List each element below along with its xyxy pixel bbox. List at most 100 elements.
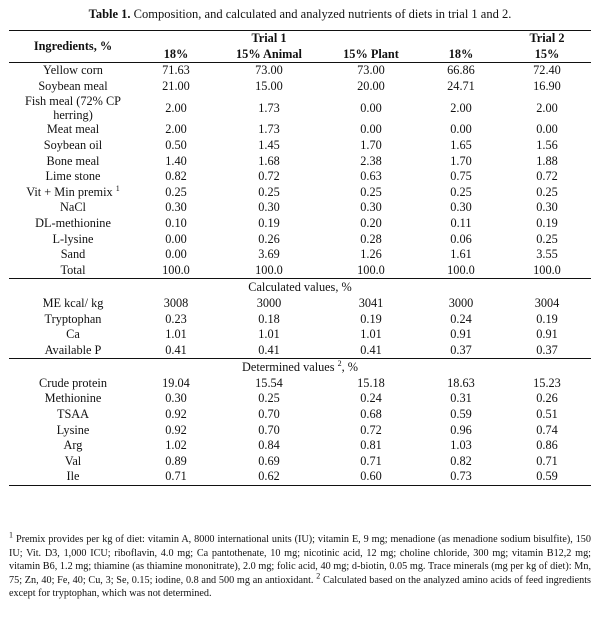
row-label: Meat meal <box>9 122 137 138</box>
section-heading: Determined values 2, % <box>9 359 591 376</box>
row-label: NaCl <box>9 200 137 216</box>
value-cell: 0.10 <box>165 215 187 230</box>
row-label: Ile <box>9 469 137 485</box>
value-cell: 72.40 <box>533 63 561 78</box>
footnote-ref: 2 <box>337 359 342 369</box>
row-label: Soybean meal <box>9 79 137 95</box>
value-cell: 0.25 <box>536 231 558 246</box>
value-cell: 0.25 <box>360 184 382 199</box>
value-cell: 100.0 <box>357 262 385 277</box>
row-label: Ca <box>9 327 137 343</box>
value-cell: 0.25 <box>258 391 280 406</box>
row-label: Lime stone <box>9 169 137 185</box>
footnotes: 1 Premix provides per kg of diet: vitami… <box>9 531 592 601</box>
row-label-text: L-lysine <box>52 231 94 246</box>
footnote-marker-2: 2 <box>316 571 321 581</box>
row-label-text: Ca <box>66 327 80 342</box>
row-label-text: Tryptophan <box>44 311 102 326</box>
value-cell: 3008 <box>163 295 189 310</box>
value-cell: 0.91 <box>536 327 558 342</box>
value-cell: 0.00 <box>165 247 187 262</box>
value-cell: 3000 <box>256 295 282 310</box>
value-cell: 0.41 <box>165 342 187 357</box>
value-cell: 0.26 <box>536 391 558 406</box>
footnote-2: Calculated based on the analyzed amino a… <box>9 574 592 600</box>
value-cell: 21.00 <box>162 78 190 93</box>
value-cell: 1.73 <box>258 122 280 137</box>
value-cell: 0.00 <box>165 231 187 246</box>
header-col: 18% <box>163 46 189 61</box>
table-row: Soybean oil 0.50 1.45 1.70 1.65 1.56 <box>9 138 591 154</box>
value-cell: 0.91 <box>450 327 472 342</box>
row-label: Methionine <box>9 391 137 407</box>
value-cell: 2.00 <box>450 100 472 115</box>
value-cell: 1.68 <box>258 153 280 168</box>
row-label: L-lysine <box>9 232 137 248</box>
value-cell: 0.19 <box>536 311 558 326</box>
row-label-text: Crude protein <box>39 375 107 390</box>
value-cell: 1.45 <box>258 137 280 152</box>
diet-composition-table: Ingredients, % Trial 1 Trial 2 18% 15% A… <box>9 30 591 486</box>
value-cell: 1.26 <box>360 247 382 262</box>
table-row: Total 100.0 100.0 100.0 100.0 100.0 <box>9 263 591 279</box>
determined-section: Determined values 2, % Crude protein 19.04… <box>9 358 591 486</box>
value-cell: 2.00 <box>165 122 187 137</box>
section-heading: Calculated values, % <box>9 279 591 296</box>
row-label-text: Available P <box>44 342 102 357</box>
value-cell: 0.00 <box>360 122 382 137</box>
determined-heading: Determined values <box>241 360 335 375</box>
value-cell: 0.71 <box>165 469 187 484</box>
value-cell: 73.00 <box>357 63 385 78</box>
value-cell: 1.01 <box>360 327 382 342</box>
header-col: 15% Plant <box>343 46 399 61</box>
row-label: Vit + Min premix 1 <box>9 184 137 201</box>
value-cell: 0.19 <box>258 215 280 230</box>
value-cell: 0.23 <box>165 311 187 326</box>
value-cell: 0.74 <box>536 422 558 437</box>
value-cell: 0.63 <box>360 169 382 184</box>
row-label: Sand <box>9 247 137 263</box>
value-cell: 0.70 <box>258 407 280 422</box>
row-label-text: TSAA <box>56 407 90 422</box>
row-label: ME kcal/ kg <box>9 296 137 312</box>
table-row: NaCl 0.30 0.30 0.30 0.30 0.30 <box>9 200 591 216</box>
row-label-text: Fish meal (72% CP herring) <box>25 94 121 123</box>
value-cell: 1.73 <box>258 100 280 115</box>
row-label: Tryptophan <box>9 312 137 328</box>
value-cell: 0.72 <box>536 169 558 184</box>
caption-text: Composition, and calculated and analyzed… <box>133 7 512 21</box>
determined-heading-suffix: , % <box>341 360 359 375</box>
row-label-text: Total <box>60 262 86 277</box>
table-row: Sand 0.00 3.69 1.26 1.61 3.55 <box>9 247 591 263</box>
row-label-text: Meat meal <box>46 122 100 137</box>
value-cell: 2.38 <box>360 153 382 168</box>
value-cell: 1.61 <box>450 247 472 262</box>
value-cell: 0.28 <box>360 231 382 246</box>
value-cell: 73.00 <box>255 63 283 78</box>
value-cell: 0.11 <box>450 215 472 230</box>
value-cell: 66.86 <box>447 63 475 78</box>
calculated-heading: Calculated values, % <box>248 280 352 295</box>
row-label-text: Soybean oil <box>43 137 103 152</box>
row-label-text: Vit + Min premix <box>26 184 113 199</box>
value-cell: 0.00 <box>450 122 472 137</box>
table-row: Meat meal 2.00 1.73 0.00 0.00 0.00 <box>9 122 591 138</box>
value-cell: 100.0 <box>255 262 283 277</box>
value-cell: 16.90 <box>533 78 561 93</box>
value-cell: 24.71 <box>447 78 475 93</box>
value-cell: 1.01 <box>258 327 280 342</box>
table-row: Soybean meal 21.00 15.00 20.00 24.71 16.90 <box>9 79 591 95</box>
header-col: 18% <box>448 46 474 61</box>
row-label-text: Lime stone <box>45 169 101 184</box>
row-label-text: NaCl <box>60 200 86 215</box>
row-label-text: ME kcal/ kg <box>42 295 104 310</box>
value-cell: 1.03 <box>450 438 472 453</box>
value-cell: 0.82 <box>165 169 187 184</box>
value-cell: 0.25 <box>258 184 280 199</box>
section-heading-row: Determined values 2, % <box>9 358 591 376</box>
row-label: Val <box>9 454 137 470</box>
value-cell: 0.26 <box>258 231 280 246</box>
header-trial1: Trial 1 <box>251 31 287 45</box>
calculated-section: Calculated values, % ME kcal/ kg 3008 3000 3… <box>9 278 591 359</box>
